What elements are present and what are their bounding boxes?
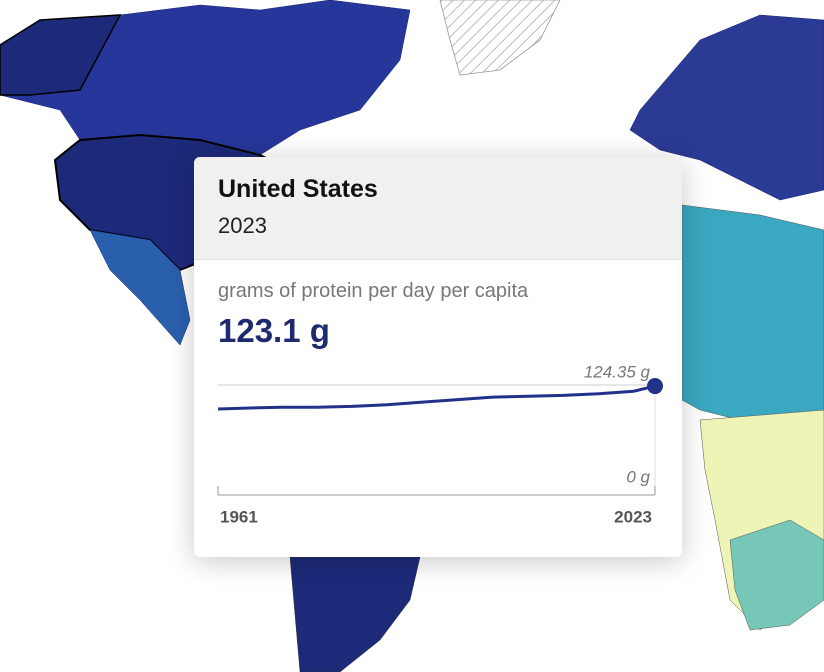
end-point (647, 378, 663, 395)
y-tick-label: 124.35 g (584, 362, 651, 381)
y-tick-label: 0 g (626, 467, 650, 486)
x-tick-label: 2023 (614, 507, 652, 526)
tooltip-header (194, 157, 682, 260)
x-tick-label: 1961 (220, 507, 258, 526)
tooltip: United States 2023 grams of protein per … (194, 157, 682, 557)
mexico[interactable] (89, 229, 191, 346)
south-america[interactable] (289, 556, 421, 672)
southern-africa[interactable] (729, 519, 824, 631)
indicator-label: grams of protein per day per capita (218, 280, 529, 302)
tooltip-year: 2023 (218, 213, 267, 238)
greenland[interactable] (439, 0, 561, 76)
data-line (217, 384, 656, 411)
europe[interactable] (629, 14, 824, 201)
indicator-value: 123.1 g (218, 312, 330, 349)
alaska[interactable] (0, 14, 122, 96)
tooltip-title: United States (218, 175, 378, 203)
